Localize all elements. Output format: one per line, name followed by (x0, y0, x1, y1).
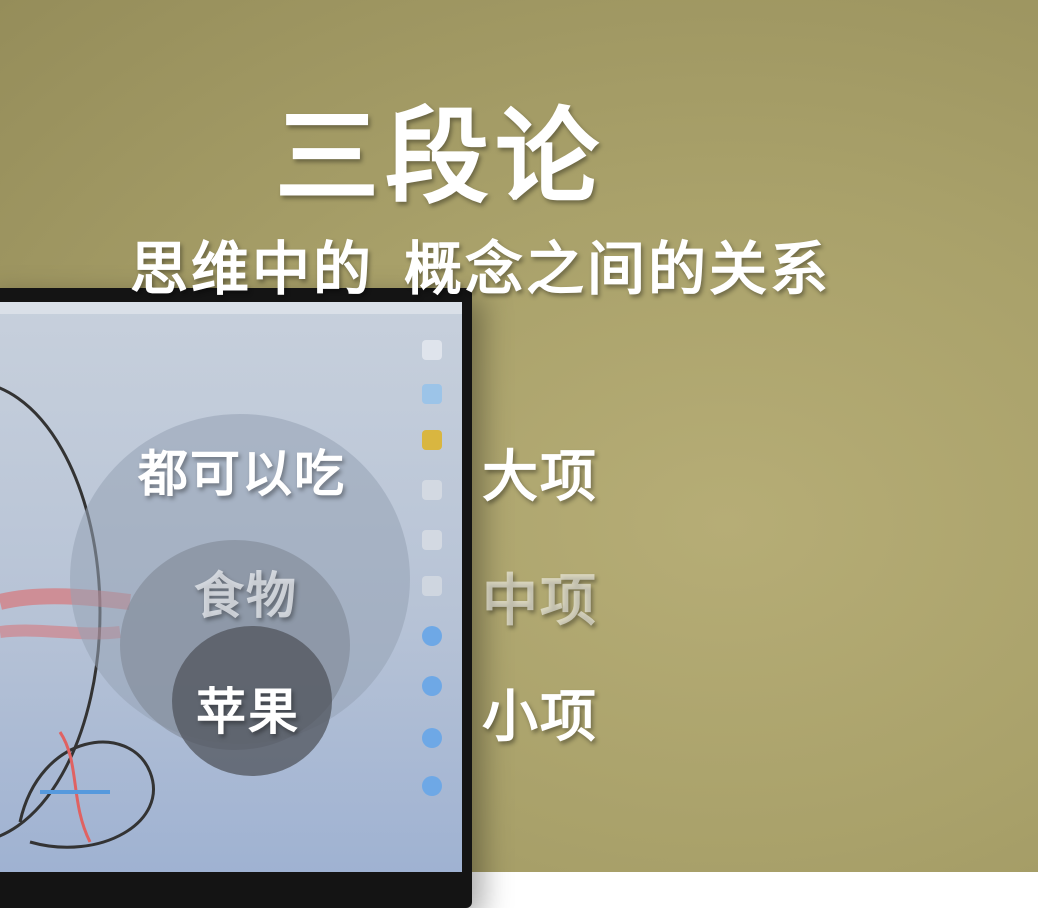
desktop-icon-column (418, 320, 448, 800)
middle-term-label: 中项 (482, 568, 598, 634)
folder-icon[interactable] (422, 728, 442, 748)
outer-circle-label: 都可以吃 (138, 444, 346, 503)
folder-icon[interactable] (422, 384, 442, 404)
file-icon[interactable] (422, 530, 442, 550)
subtitle-part-2: 概念之间的关系 (404, 235, 832, 303)
subtitle-part-1: 思维中的 (130, 235, 375, 303)
file-icon[interactable] (422, 480, 442, 500)
screen-menu-bar (0, 302, 462, 314)
file-icon[interactable] (422, 576, 442, 596)
page-title: 三段论 (275, 95, 606, 218)
major-term-label: 大项 (482, 444, 598, 510)
folder-icon[interactable] (422, 776, 442, 796)
app-icon[interactable] (422, 430, 442, 450)
middle-circle-label: 食物 (194, 566, 298, 625)
page-subtitle: 思维中的 概念之间的关系 (130, 222, 831, 306)
minor-term-label: 小项 (482, 684, 598, 750)
inner-circle-label: 苹果 (196, 682, 300, 741)
folder-icon[interactable] (422, 676, 442, 696)
file-icon[interactable] (422, 340, 442, 360)
minor-term-circle (172, 626, 332, 776)
folder-icon[interactable] (422, 626, 442, 646)
